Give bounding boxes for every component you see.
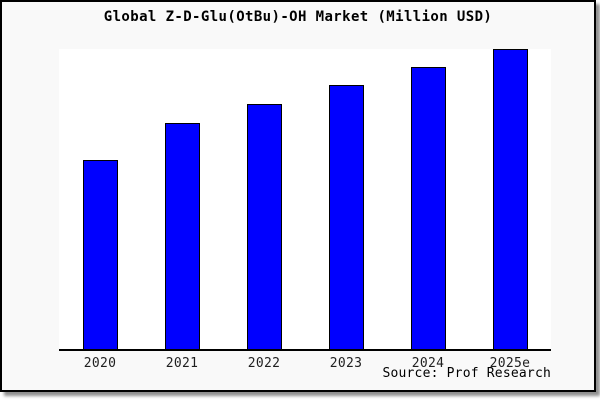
bar-slot-2025e (469, 49, 551, 349)
bar-slot-2023 (305, 49, 387, 349)
bar-slot-2022 (223, 49, 305, 349)
x-tick-label-2022: 2022 (247, 356, 281, 371)
x-tick-label-2025e: 2025e (489, 356, 531, 371)
bars-container (59, 49, 551, 349)
bar-2022 (246, 104, 282, 349)
x-tick-label-2020: 2020 (83, 356, 117, 371)
x-tick-label-2024: 2024 (411, 356, 445, 371)
chart-title: Global Z-D-Glu(OtBu)-OH Market (Million … (103, 9, 493, 25)
bar-2023 (328, 85, 364, 349)
x-tick-label-2021: 2021 (165, 356, 199, 371)
bar-slot-2021 (141, 49, 223, 349)
x-tick-label-2023: 2023 (329, 356, 363, 371)
chart-frame: Global Z-D-Glu(OtBu)-OH Market (Million … (0, 0, 596, 392)
bar-slot-2024 (387, 49, 469, 349)
bar-2020 (82, 160, 118, 349)
bar-2021 (164, 123, 200, 349)
bar-2024 (410, 67, 446, 349)
plot-area (59, 49, 551, 351)
x-axis-labels: 2020 2021 2022 2023 2024 2025e (59, 356, 551, 371)
source-credit: Source: Prof Research (382, 366, 551, 381)
bar-slot-2020 (59, 49, 141, 349)
bar-2025e (492, 49, 528, 349)
